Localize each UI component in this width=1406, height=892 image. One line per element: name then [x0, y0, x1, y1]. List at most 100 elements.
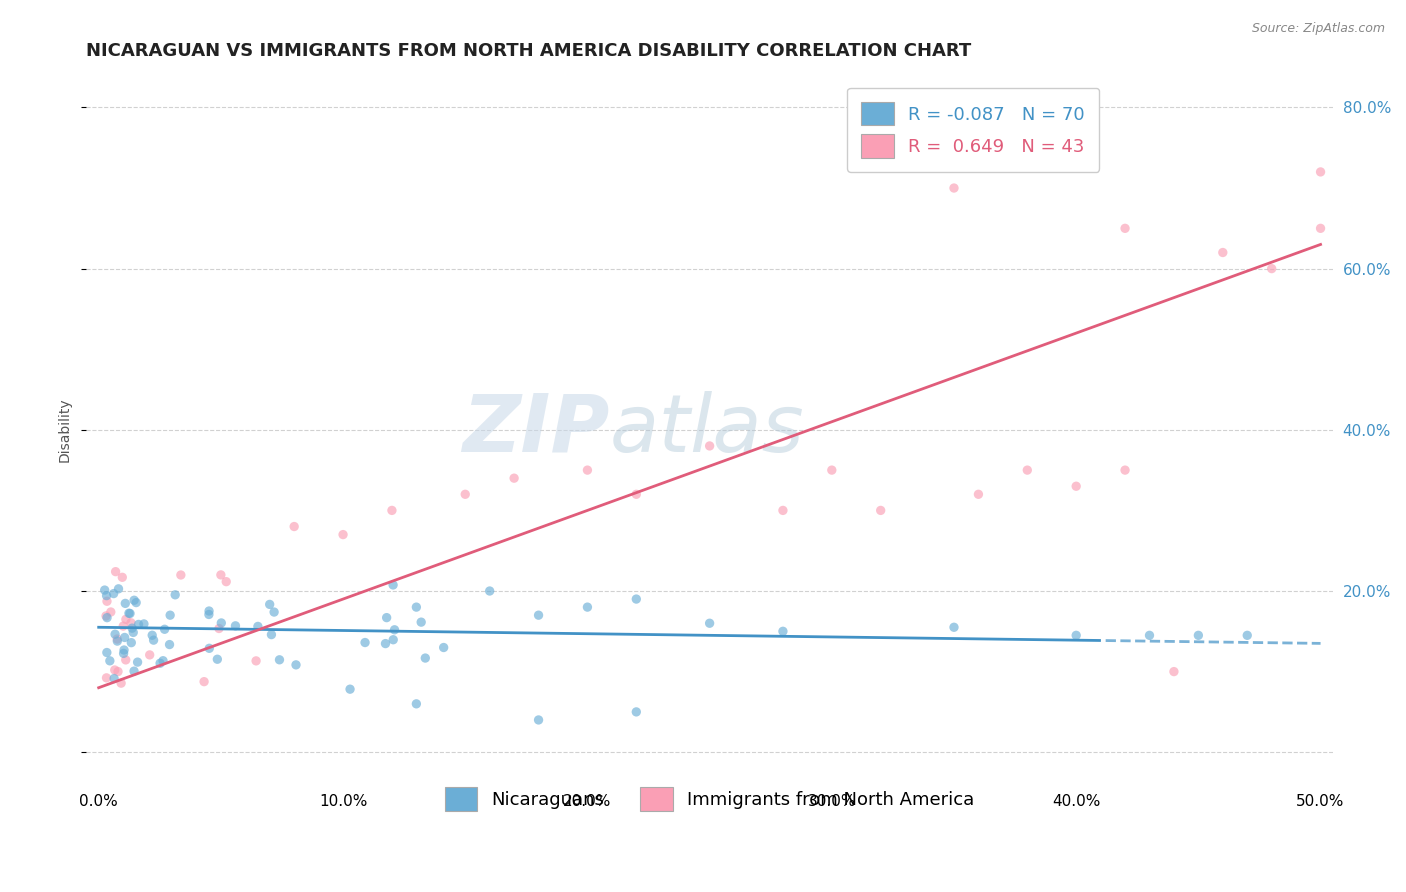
Point: [576, 600, 599, 615]
Point: [209, 567, 232, 582]
Point: [411, 615, 433, 629]
Point: [122, 593, 145, 607]
Point: [1139, 628, 1161, 642]
Point: [285, 657, 308, 672]
Point: [209, 615, 232, 630]
Point: [107, 582, 129, 596]
Point: [103, 672, 125, 686]
Legend: Nicaraguans, Immigrants from North America: Nicaraguans, Immigrants from North Ameri…: [430, 773, 990, 825]
Point: [1309, 221, 1331, 235]
Point: [103, 586, 125, 600]
Point: [96, 610, 118, 624]
Point: [152, 654, 174, 668]
Point: [94, 608, 117, 623]
Point: [104, 663, 127, 677]
Point: [1212, 245, 1234, 260]
Point: [339, 682, 361, 697]
Point: [115, 612, 138, 626]
Point: [105, 634, 128, 648]
Point: [104, 627, 127, 641]
Point: [283, 519, 305, 533]
Point: [141, 628, 163, 642]
Point: [384, 623, 406, 637]
Point: [107, 665, 129, 679]
Point: [772, 503, 794, 517]
Point: [208, 622, 231, 636]
Point: [125, 596, 148, 610]
Point: [105, 632, 128, 646]
Point: [478, 584, 501, 599]
Point: [215, 574, 238, 589]
Point: [114, 596, 136, 610]
Point: [142, 633, 165, 648]
Point: [821, 463, 844, 477]
Point: [332, 527, 354, 541]
Y-axis label: Disability: Disability: [58, 398, 72, 462]
Text: atlas: atlas: [610, 391, 804, 469]
Text: ZIP: ZIP: [463, 391, 610, 469]
Point: [246, 619, 269, 633]
Point: [149, 657, 172, 671]
Point: [260, 627, 283, 641]
Point: [121, 621, 143, 635]
Point: [1064, 479, 1087, 493]
Point: [193, 674, 215, 689]
Point: [128, 617, 150, 632]
Point: [207, 652, 229, 666]
Point: [626, 487, 648, 501]
Point: [354, 635, 377, 649]
Point: [114, 653, 136, 667]
Point: [1163, 665, 1185, 679]
Point: [1114, 463, 1136, 477]
Point: [405, 697, 427, 711]
Point: [381, 503, 404, 517]
Point: [413, 651, 436, 665]
Point: [122, 664, 145, 678]
Point: [198, 641, 221, 656]
Point: [112, 643, 135, 657]
Point: [111, 570, 134, 584]
Point: [170, 568, 193, 582]
Point: [1187, 628, 1209, 642]
Point: [1260, 261, 1282, 276]
Point: [454, 487, 477, 501]
Point: [245, 654, 267, 668]
Point: [96, 594, 118, 608]
Text: NICARAGUAN VS IMMIGRANTS FROM NORTH AMERICA DISABILITY CORRELATION CHART: NICARAGUAN VS IMMIGRANTS FROM NORTH AMER…: [86, 42, 972, 60]
Point: [93, 583, 115, 598]
Point: [98, 654, 121, 668]
Point: [159, 638, 181, 652]
Point: [1114, 221, 1136, 235]
Point: [138, 648, 160, 662]
Point: [165, 588, 187, 602]
Point: [96, 646, 118, 660]
Point: [100, 605, 122, 619]
Point: [375, 610, 398, 624]
Point: [122, 625, 145, 640]
Point: [943, 181, 966, 195]
Point: [153, 622, 176, 636]
Point: [1236, 628, 1258, 642]
Point: [96, 589, 118, 603]
Point: [626, 705, 648, 719]
Point: [118, 607, 141, 621]
Point: [433, 640, 456, 655]
Point: [374, 637, 396, 651]
Point: [104, 565, 127, 579]
Point: [943, 620, 966, 634]
Point: [527, 713, 550, 727]
Point: [503, 471, 526, 485]
Point: [263, 605, 285, 619]
Point: [96, 671, 118, 685]
Point: [382, 632, 405, 647]
Point: [1017, 463, 1039, 477]
Point: [159, 608, 181, 623]
Text: Source: ZipAtlas.com: Source: ZipAtlas.com: [1251, 22, 1385, 36]
Point: [626, 592, 648, 607]
Point: [967, 487, 990, 501]
Point: [772, 624, 794, 639]
Point: [224, 619, 246, 633]
Point: [127, 655, 149, 669]
Point: [405, 600, 427, 615]
Point: [699, 439, 721, 453]
